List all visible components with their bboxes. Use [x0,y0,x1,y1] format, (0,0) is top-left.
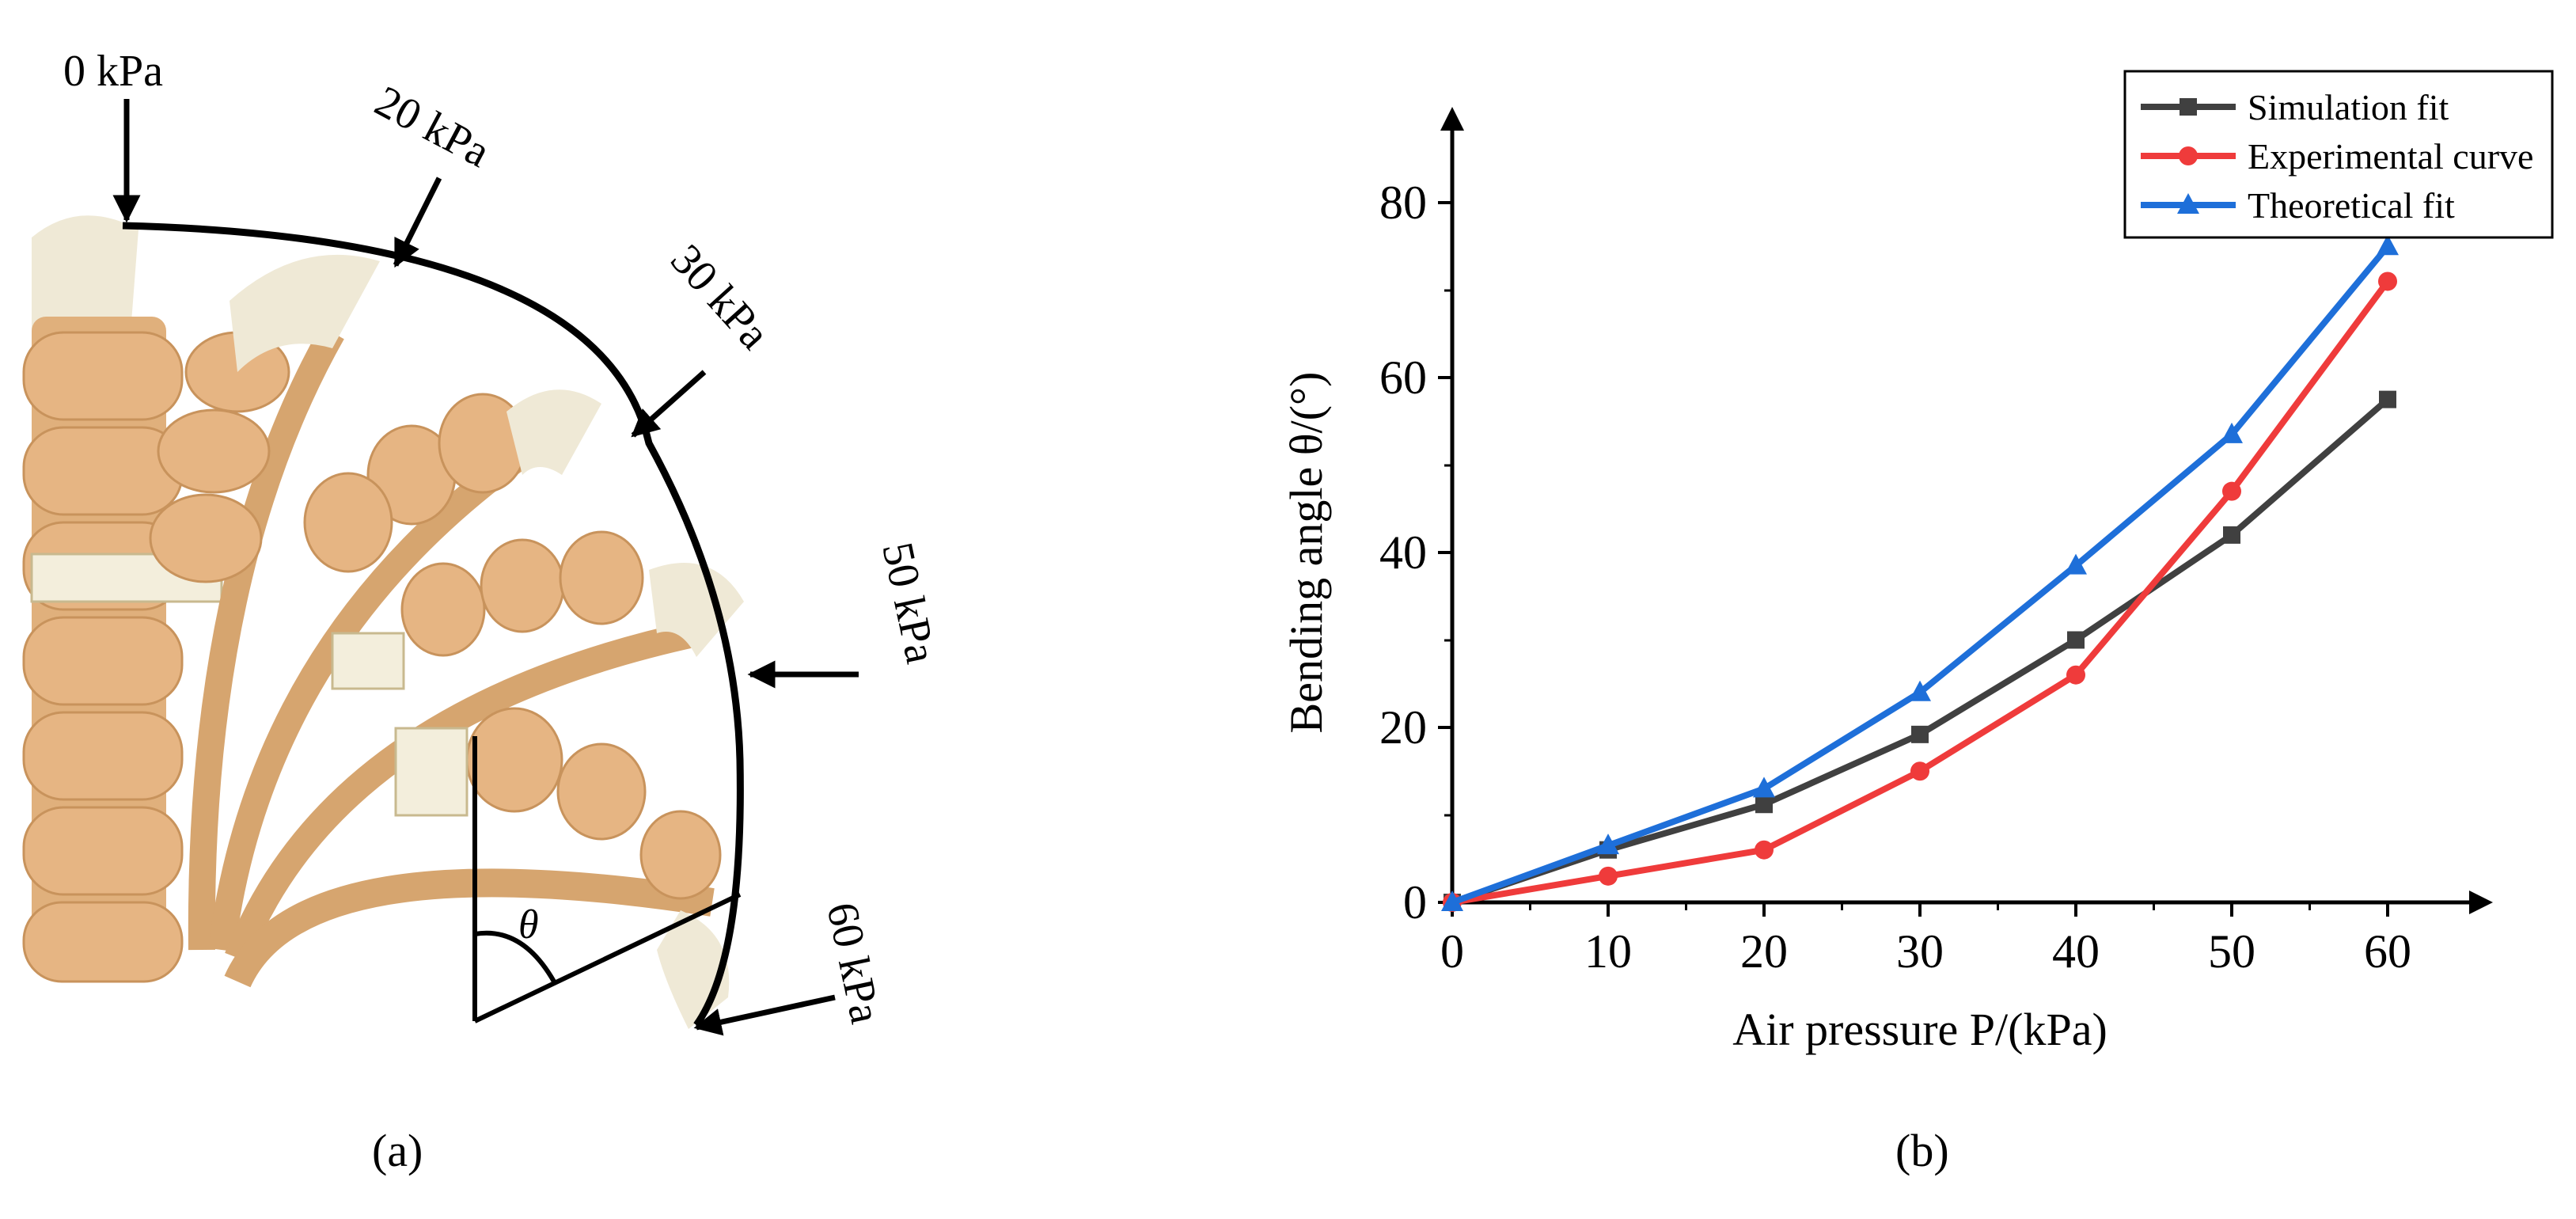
data-point-square [1755,796,1773,814]
y-tick-label: 80 [1379,177,1427,229]
chart-legend: Simulation fit Experimental curve Theoreti… [2123,70,2554,239]
legend-label: Theoretical fit [2248,185,2455,226]
label-50kpa: 50 kPa [872,538,946,668]
data-point-triangle [1441,891,1463,911]
label-30kpa: 30 kPa [661,235,779,359]
data-point-circle [2179,146,2198,165]
legend-item: Experimental curve [2141,136,2533,177]
data-point-circle [1910,761,1929,781]
series-line [1451,279,2391,906]
data-point-square [1911,725,1929,743]
actuator-60kpa [224,707,730,1029]
series-square [1444,390,2396,911]
x-tick-label: 10 [1584,925,1632,978]
data-point-square [2180,98,2197,116]
series-triangle [1441,234,2399,911]
legend-item: Theoretical fit [2141,185,2455,226]
x-tick-label: 30 [1896,925,1944,978]
caption-a: (a) [372,1125,423,1176]
caption-b: (b) [1895,1125,1949,1176]
arrow-20kpa [393,177,442,268]
data-point-square [2379,390,2396,408]
pressure-arrows [112,99,859,1036]
data-point-triangle [2065,553,2087,575]
y-tick-label: 60 [1379,351,1427,404]
panel-b-chart: 0 10 20 30 40 50 60 0 20 40 60 80 Simulation fit Exp… [1235,0,2576,1215]
x-tick-label: 20 [1740,925,1788,978]
data-point-circle [1755,840,1774,860]
data-point-square [2067,631,2085,649]
chart-series [1441,234,2399,912]
data-point-triangle [2377,234,2399,256]
y-tick-label: 20 [1379,701,1427,754]
label-0kpa: 0 kPa [63,47,163,96]
actuator-0kpa [22,215,223,983]
data-point-circle [2378,272,2397,291]
series-circle [1443,272,2397,912]
x-tick-label: 60 [2364,925,2411,978]
x-tick-label: 0 [1440,925,1464,978]
x-tick-label: 40 [2052,925,2100,978]
bending-angle-chart: 0 10 20 30 40 50 60 0 20 40 60 80 Simulation fit Exp… [1280,70,2554,1055]
y-axis-label: Bending angle θ/(°) [1280,372,1332,734]
y-tick-label: 40 [1379,526,1427,579]
chart-ticks: 0 10 20 30 40 50 60 0 20 40 60 80 [1379,177,2411,978]
actuator-20kpa [149,254,380,951]
data-point-circle [2066,665,2085,685]
actuator-illustration: θ 0 kPa 20 kPa 30 kPa 50 kPa 60 kPa [22,47,946,1036]
data-point-triangle [2221,422,2243,443]
legend-item: Simulation fit [2141,87,2449,127]
arrow-60kpa [693,994,836,1036]
panel-a-actuator-illustration: θ 0 kPa 20 kPa 30 kPa 50 kPa 60 kPa (a) [0,0,1029,1215]
legend-label: Experimental curve [2248,136,2533,177]
arrow-30kpa [631,370,707,438]
data-point-circle [1599,866,1618,886]
data-point-triangle [2177,193,2199,214]
data-point-triangle [1597,834,1619,855]
data-point-triangle [1753,777,1775,798]
label-60kpa: 60 kPa [817,898,890,1028]
legend-label: Simulation fit [2248,87,2449,127]
actuator-30kpa [208,389,601,952]
x-axis-label: Air pressure P/(kPa) [1732,1004,2107,1055]
bending-angle-indicator [472,736,742,1023]
data-point-square [2223,526,2240,544]
label-20kpa: 20 kPa [367,77,498,177]
data-point-triangle [1909,680,1931,701]
data-point-circle [2222,481,2241,501]
y-tick-label: 0 [1403,876,1427,928]
x-tick-label: 50 [2208,925,2255,978]
series-line [1451,244,2391,906]
angle-symbol-theta: θ [518,902,539,947]
